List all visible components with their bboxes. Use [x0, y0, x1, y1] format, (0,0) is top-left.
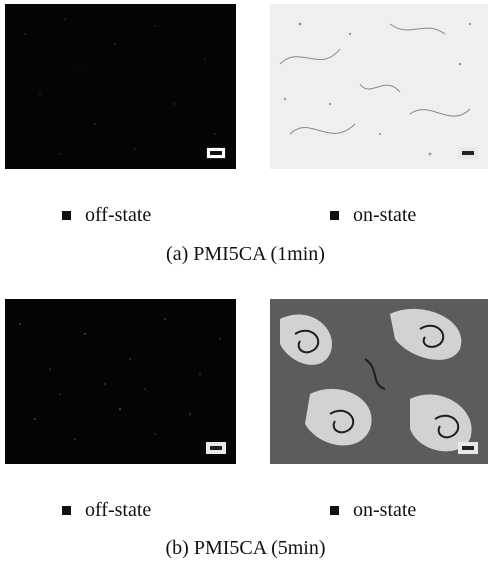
legend-off-state-a: off-state	[62, 204, 151, 227]
legend-marker	[62, 211, 71, 220]
scale-bar	[206, 147, 226, 159]
dark-field-texture	[24, 18, 216, 155]
legend-label: on-state	[353, 499, 417, 521]
micrograph-on-state-b	[270, 299, 488, 464]
legend-marker	[330, 211, 339, 220]
bright-field-texture	[270, 4, 488, 169]
scale-bar	[206, 442, 226, 454]
micrograph-on-state-a	[270, 4, 488, 169]
legend-marker	[330, 506, 339, 515]
scale-bar	[458, 147, 478, 159]
legend-marker	[62, 506, 71, 515]
dark-field-texture	[19, 318, 221, 440]
legend-on-state-a: on-state	[330, 204, 416, 227]
scale-bar	[458, 442, 478, 454]
caption-b: (b) PMI5CA (5min)	[165, 537, 326, 559]
legend-label: off-state	[85, 204, 152, 226]
caption-a: (a) PMI5CA (1min)	[166, 243, 325, 265]
legend-on-state-b: on-state	[330, 499, 416, 522]
legend-label: off-state	[85, 499, 152, 521]
micrograph-off-state-b	[5, 299, 236, 464]
textured-field	[270, 299, 488, 464]
legend-label: on-state	[353, 204, 417, 226]
micrograph-off-state-a	[5, 4, 236, 169]
legend-off-state-b: off-state	[62, 499, 151, 522]
